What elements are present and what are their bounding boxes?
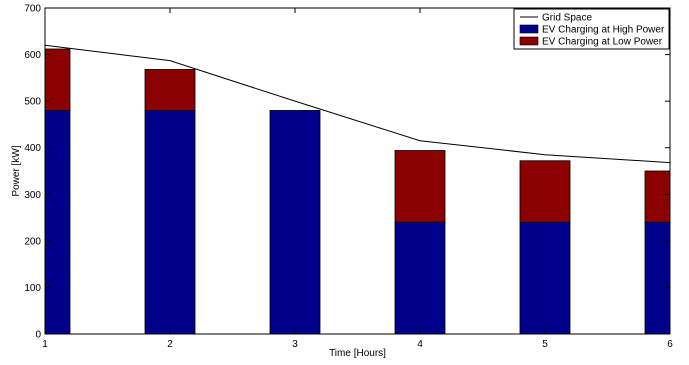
- y-axis-label: Power [kW]: [11, 145, 22, 196]
- legend-high-power-swatch: [519, 24, 539, 34]
- bar-low-power: [144, 69, 196, 111]
- x-tick-label: 1: [42, 339, 48, 350]
- bar-high-power: [144, 110, 196, 335]
- legend-low-power-label: EV Charging at Low Power: [542, 37, 663, 48]
- y-tick-label: 600: [24, 50, 41, 61]
- y-tick-label: 500: [24, 97, 41, 108]
- y-tick-label: 0: [35, 330, 41, 341]
- x-tick-label: 2: [167, 339, 173, 350]
- y-tick-label: 300: [24, 190, 41, 201]
- bar-low-power: [644, 170, 671, 223]
- bar-high-power: [519, 221, 571, 335]
- bars-layer: [44, 48, 671, 335]
- bar-high-power: [394, 221, 446, 335]
- y-tick-label: 400: [24, 143, 41, 154]
- x-tick-label: 4: [417, 339, 423, 350]
- bar-high-power: [44, 110, 71, 335]
- y-tick-label: 700: [24, 4, 41, 15]
- y-tick-label: 200: [24, 236, 41, 247]
- bar-low-power: [519, 160, 571, 223]
- x-axis: 1 2 3 4 5 6: [42, 8, 673, 350]
- line-layer: [44, 44, 671, 164]
- legend-high-power-label: EV Charging at High Power: [542, 25, 665, 36]
- bar-high-power: [644, 221, 671, 335]
- y-axis: 0 100 200 300 400 500 600 700: [24, 4, 670, 341]
- legend-box: [513, 8, 670, 50]
- bar-low-power: [394, 150, 446, 223]
- x-tick-label: 6: [667, 339, 673, 350]
- bar-low-power: [44, 48, 71, 111]
- grid-space-line: [44, 44, 671, 164]
- legend-grid-space-label: Grid Space: [542, 13, 592, 24]
- x-tick-label: 5: [542, 339, 548, 350]
- bar-high-power: [269, 110, 321, 335]
- legend-low-power-swatch: [519, 36, 539, 46]
- x-tick-label: 3: [292, 339, 298, 350]
- legend: Grid Space EV Charging at High Power EV …: [513, 8, 670, 50]
- x-axis-label: Time [Hours]: [329, 348, 386, 359]
- y-tick-label: 100: [24, 283, 41, 294]
